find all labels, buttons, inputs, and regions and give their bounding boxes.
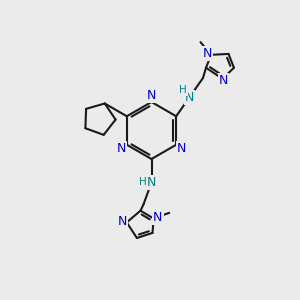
Text: N: N xyxy=(147,176,156,189)
Text: H: H xyxy=(139,177,147,188)
Text: N: N xyxy=(147,89,156,102)
Text: N: N xyxy=(219,74,228,87)
Text: N: N xyxy=(185,91,194,103)
Text: N: N xyxy=(177,142,187,154)
Text: H: H xyxy=(179,85,187,95)
Text: N: N xyxy=(153,211,163,224)
Text: N: N xyxy=(203,46,212,59)
Text: N: N xyxy=(118,215,127,228)
Text: N: N xyxy=(116,142,126,154)
